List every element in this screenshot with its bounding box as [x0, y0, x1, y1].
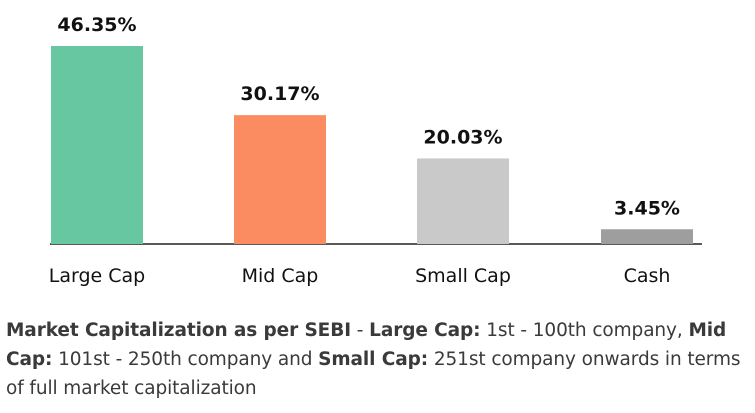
data-label-large-cap: 46.35%: [57, 14, 136, 36]
market-cap-definition-note: Market Capitalization as per SEBI - Larg…: [6, 316, 746, 403]
note-mid-cap-range: 101st - 250th company and: [52, 349, 319, 370]
bar-small-cap: [417, 158, 509, 244]
bar-cash: [601, 229, 693, 244]
data-label-cash: 3.45%: [614, 197, 680, 219]
category-label-large-cap: Large Cap: [49, 265, 145, 287]
category-label-small-cap: Small Cap: [415, 265, 511, 287]
note-small-cap-range: 251st company onwards in terms of full m…: [6, 349, 741, 399]
bar-mid-cap: [234, 115, 326, 245]
note-small-cap-label: Small Cap:: [318, 349, 429, 370]
note-mid-cap-label: Mid Cap:: [6, 320, 727, 370]
market-cap-bar-chart: 46.35% Large Cap 30.17% Mid Cap 20.03% Small …: [49, 14, 702, 287]
category-label-cash: Cash: [624, 265, 671, 287]
note-sebi-heading: Market Capitalization as per SEBI: [6, 320, 352, 341]
data-label-mid-cap: 30.17%: [240, 83, 319, 105]
data-label-small-cap: 20.03%: [423, 126, 502, 148]
category-label-mid-cap: Mid Cap: [242, 265, 319, 287]
bar-large-cap: [51, 46, 143, 244]
note-large-cap-label: Large Cap:: [369, 320, 481, 341]
note-separator: -: [351, 320, 370, 341]
note-large-cap-range: 1st - 100th company,: [480, 320, 689, 341]
